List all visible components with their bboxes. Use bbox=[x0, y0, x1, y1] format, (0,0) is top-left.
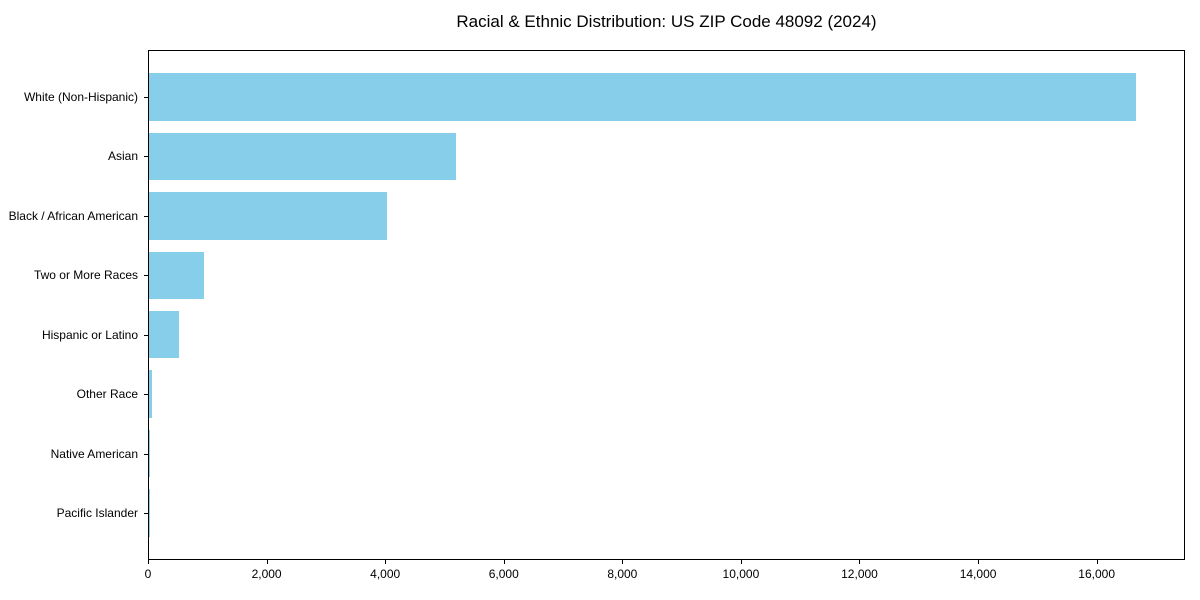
y-tick-label: Black / African American bbox=[8, 208, 138, 223]
y-tick-mark bbox=[144, 96, 148, 98]
y-tick-label: Pacific Islander bbox=[56, 506, 138, 521]
x-tick-mark bbox=[1096, 560, 1098, 564]
x-tick-label: 16,000 bbox=[1078, 567, 1116, 581]
x-tick-label: 4,000 bbox=[370, 567, 401, 581]
chart-title: Racial & Ethnic Distribution: US ZIP Cod… bbox=[456, 12, 877, 31]
bar-asian bbox=[149, 132, 457, 181]
y-tick-label: Native American bbox=[50, 446, 138, 461]
bar-other-race bbox=[149, 370, 152, 418]
bar-black-african-american bbox=[149, 192, 388, 240]
y-tick-mark bbox=[144, 275, 148, 277]
x-tick-mark bbox=[859, 560, 861, 564]
x-tick-mark bbox=[266, 560, 268, 564]
y-tick-mark bbox=[144, 394, 148, 396]
x-tick-mark bbox=[978, 560, 980, 564]
y-tick-label: Two or More Races bbox=[33, 268, 138, 283]
x-tick-label: 8,000 bbox=[607, 567, 638, 581]
x-tick-label: 2,000 bbox=[251, 567, 282, 581]
x-tick-label: 14,000 bbox=[959, 567, 997, 581]
y-tick-label: Asian bbox=[107, 149, 138, 164]
y-tick-label: Other Race bbox=[76, 387, 138, 402]
bar-native-american bbox=[149, 429, 151, 478]
x-tick-label: 0 bbox=[144, 567, 152, 581]
x-tick-mark bbox=[503, 560, 505, 564]
y-tick-label: White (Non-Hispanic) bbox=[23, 89, 138, 104]
bar-hispanic-or-latino bbox=[149, 310, 180, 359]
plot-area bbox=[148, 50, 1185, 560]
x-tick-label: 12,000 bbox=[841, 567, 878, 581]
x-tick-label: 6,000 bbox=[488, 567, 519, 581]
x-tick-mark bbox=[148, 560, 149, 564]
x-tick-mark bbox=[622, 560, 624, 564]
y-tick-mark bbox=[144, 215, 148, 217]
y-tick-mark bbox=[144, 453, 148, 455]
bar-white-non-hispanic bbox=[149, 73, 1137, 121]
bar-two-or-more-races bbox=[149, 251, 204, 300]
y-tick-mark bbox=[144, 156, 148, 158]
x-tick-label: 10,000 bbox=[722, 567, 760, 581]
y-tick-mark bbox=[144, 513, 148, 515]
x-tick-mark bbox=[740, 560, 742, 564]
x-tick-mark bbox=[385, 560, 387, 564]
y-tick-mark bbox=[144, 334, 148, 336]
y-tick-label: Hispanic or Latino bbox=[41, 327, 138, 342]
